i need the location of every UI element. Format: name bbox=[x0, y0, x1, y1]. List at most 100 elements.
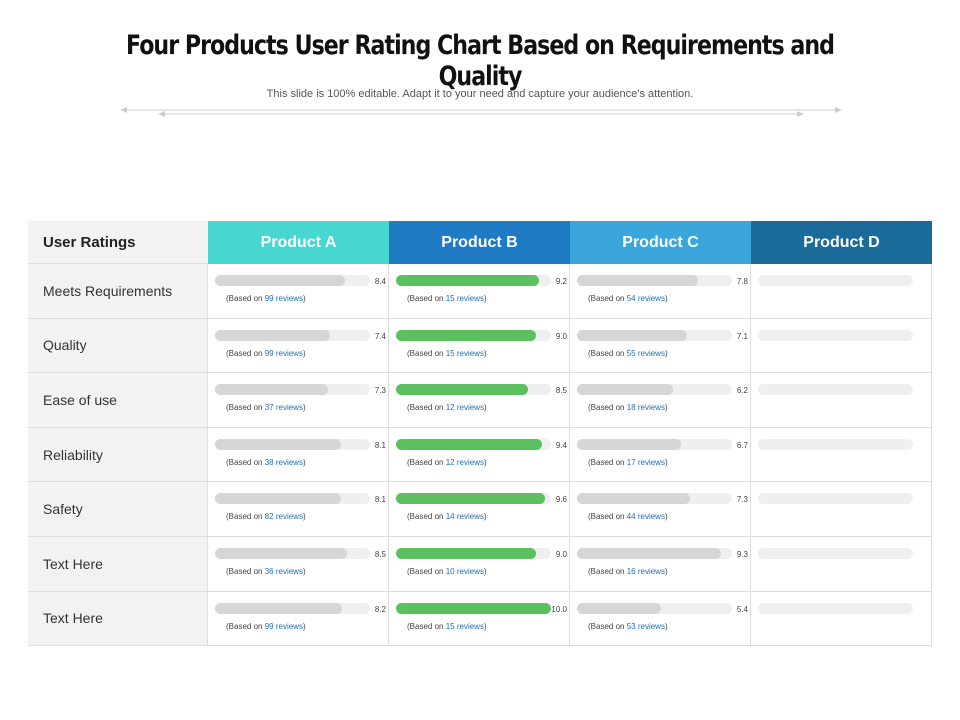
cell: 9.0 (Based on 15 reviews) bbox=[389, 318, 570, 374]
review-suffix: ) bbox=[483, 457, 487, 467]
review-prefix: (Based on bbox=[226, 457, 263, 467]
cell: 7.3 (Based on 44 reviews) bbox=[570, 482, 751, 537]
cell: 8.1 (Based on 38 reviews) bbox=[208, 427, 389, 483]
review-prefix: (Based on bbox=[226, 294, 263, 303]
bar-track bbox=[215, 275, 370, 286]
rating-bar bbox=[215, 548, 347, 559]
review-note: (Based on 38 reviews) bbox=[226, 458, 306, 467]
row-label: Quality bbox=[28, 318, 208, 374]
rating-label: 9.6 bbox=[555, 495, 567, 505]
rating-label: 6.7 bbox=[736, 440, 748, 450]
rating-bar bbox=[215, 275, 346, 286]
review-suffix: ) bbox=[483, 403, 487, 413]
review-count: 12 reviews bbox=[445, 457, 484, 467]
rating-bar bbox=[577, 493, 691, 505]
review-prefix: (Based on bbox=[588, 403, 625, 413]
cell: 9.3 (Based on 16 reviews) bbox=[570, 537, 751, 592]
review-prefix: (Based on bbox=[588, 348, 625, 358]
review-suffix: ) bbox=[664, 567, 668, 576]
bar-track bbox=[215, 384, 370, 396]
rating-label: 7.8 bbox=[736, 277, 748, 286]
row-label: Text Here bbox=[28, 537, 208, 592]
review-count: 12 reviews bbox=[445, 403, 484, 413]
cell: 10.0 (Based on 15 reviews) bbox=[389, 591, 570, 647]
rating-bar bbox=[396, 275, 539, 286]
review-note: (Based on 15 reviews) bbox=[407, 294, 487, 303]
review-note: (Based on 37 reviews) bbox=[226, 403, 306, 412]
review-count: 15 reviews bbox=[445, 348, 484, 358]
review-count: 36 reviews bbox=[264, 567, 303, 576]
review-note: (Based on 99 reviews) bbox=[226, 294, 306, 303]
cell: 9.2 (Based on 15 reviews) bbox=[389, 264, 570, 319]
review-prefix: (Based on bbox=[588, 621, 625, 631]
review-suffix: ) bbox=[483, 348, 487, 358]
review-suffix: ) bbox=[302, 348, 306, 358]
review-suffix: ) bbox=[302, 457, 306, 467]
rating-label: 8.1 bbox=[374, 495, 386, 505]
bar-track bbox=[396, 493, 551, 505]
rating-label: 7.1 bbox=[736, 331, 748, 341]
review-count: 18 reviews bbox=[626, 403, 665, 413]
column-header: Product D bbox=[751, 221, 932, 264]
cell bbox=[751, 427, 932, 483]
bar-track bbox=[758, 493, 913, 505]
title: Four Products User Rating Chart Based on… bbox=[125, 30, 835, 92]
review-prefix: (Based on bbox=[588, 512, 625, 522]
rating-bar bbox=[577, 548, 722, 559]
review-count: 15 reviews bbox=[445, 294, 484, 303]
cell: 7.3 (Based on 37 reviews) bbox=[208, 373, 389, 428]
review-prefix: (Based on bbox=[226, 403, 263, 413]
review-suffix: ) bbox=[483, 294, 487, 303]
rating-label: 8.2 bbox=[374, 604, 386, 614]
review-count: 99 reviews bbox=[264, 621, 303, 631]
bar-track bbox=[396, 384, 551, 396]
review-note: (Based on 99 reviews) bbox=[226, 622, 306, 631]
review-prefix: (Based on bbox=[407, 457, 444, 467]
review-suffix: ) bbox=[664, 512, 668, 522]
rating-bar bbox=[577, 275, 698, 286]
rating-bar bbox=[215, 602, 343, 614]
bar-track bbox=[396, 438, 551, 450]
cell: 8.1 (Based on 82 reviews) bbox=[208, 482, 389, 537]
review-note: (Based on 10 reviews) bbox=[407, 567, 487, 576]
cell: 8.2 (Based on 99 reviews) bbox=[208, 591, 389, 647]
cell: 9.6 (Based on 14 reviews) bbox=[389, 482, 570, 537]
bar-track bbox=[215, 438, 370, 450]
bar-track bbox=[577, 384, 732, 396]
review-prefix: (Based on bbox=[407, 512, 444, 522]
bar-track bbox=[396, 329, 551, 341]
rating-label: 9.0 bbox=[555, 550, 567, 559]
row-label: Reliability bbox=[28, 427, 208, 483]
review-prefix: (Based on bbox=[226, 512, 263, 522]
rating-label: 7.3 bbox=[374, 386, 386, 396]
review-suffix: ) bbox=[664, 294, 668, 303]
bar-track bbox=[758, 548, 913, 559]
cell bbox=[751, 591, 932, 647]
bar-track bbox=[215, 329, 370, 341]
cell: 9.4 (Based on 12 reviews) bbox=[389, 427, 570, 483]
rating-bar bbox=[215, 493, 341, 505]
review-suffix: ) bbox=[302, 403, 306, 413]
rating-label: 7.4 bbox=[374, 331, 386, 341]
cell: 7.4 (Based on 99 reviews) bbox=[208, 318, 389, 374]
cell bbox=[751, 373, 932, 428]
review-note: (Based on 12 reviews) bbox=[407, 458, 487, 467]
review-prefix: (Based on bbox=[407, 403, 444, 413]
rating-label: 10.0 bbox=[551, 604, 567, 614]
rating-label: 6.2 bbox=[736, 386, 748, 396]
review-count: 14 reviews bbox=[445, 512, 484, 522]
review-count: 54 reviews bbox=[626, 294, 665, 303]
rating-label: 8.5 bbox=[555, 386, 567, 396]
bar-track bbox=[577, 548, 732, 559]
review-prefix: (Based on bbox=[226, 348, 263, 358]
bar-track bbox=[758, 275, 913, 286]
review-note: (Based on 82 reviews) bbox=[226, 512, 306, 521]
row-label: Safety bbox=[28, 482, 208, 537]
review-count: 17 reviews bbox=[626, 457, 665, 467]
review-prefix: (Based on bbox=[407, 348, 444, 358]
review-note: (Based on 55 reviews) bbox=[588, 349, 668, 358]
review-count: 55 reviews bbox=[626, 348, 665, 358]
row-label: Text Here bbox=[28, 591, 208, 647]
review-count: 38 reviews bbox=[264, 457, 303, 467]
review-prefix: (Based on bbox=[226, 567, 263, 576]
